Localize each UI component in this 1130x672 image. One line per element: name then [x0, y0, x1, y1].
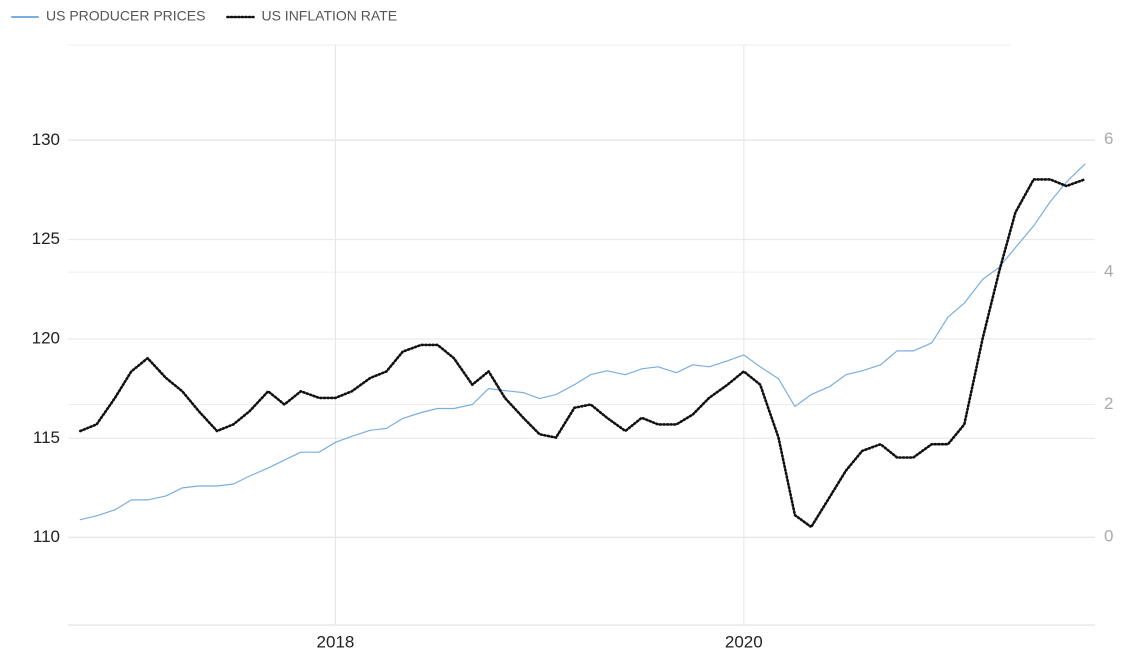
- y-tick-label: 130: [32, 130, 60, 149]
- y-tick-label: 115: [33, 428, 60, 447]
- legend-label: US INFLATION RATE: [261, 8, 397, 24]
- y-tick-label: 120: [32, 328, 60, 347]
- y2-tick-label: 0: [1104, 526, 1113, 545]
- y2-tick-label: 6: [1104, 129, 1113, 148]
- legend-label: US PRODUCER PRICES: [46, 8, 205, 24]
- x-tick-label: 2020: [725, 632, 763, 651]
- y-tick-label: 125: [32, 229, 60, 248]
- x-tick-label: 2018: [317, 632, 355, 651]
- y2-tick-label: 2: [1104, 394, 1113, 413]
- series-line: [79, 163, 1086, 521]
- y2-tick-label: 4: [1104, 262, 1113, 281]
- series-line: [79, 178, 1087, 529]
- y-tick-label: 110: [33, 527, 60, 546]
